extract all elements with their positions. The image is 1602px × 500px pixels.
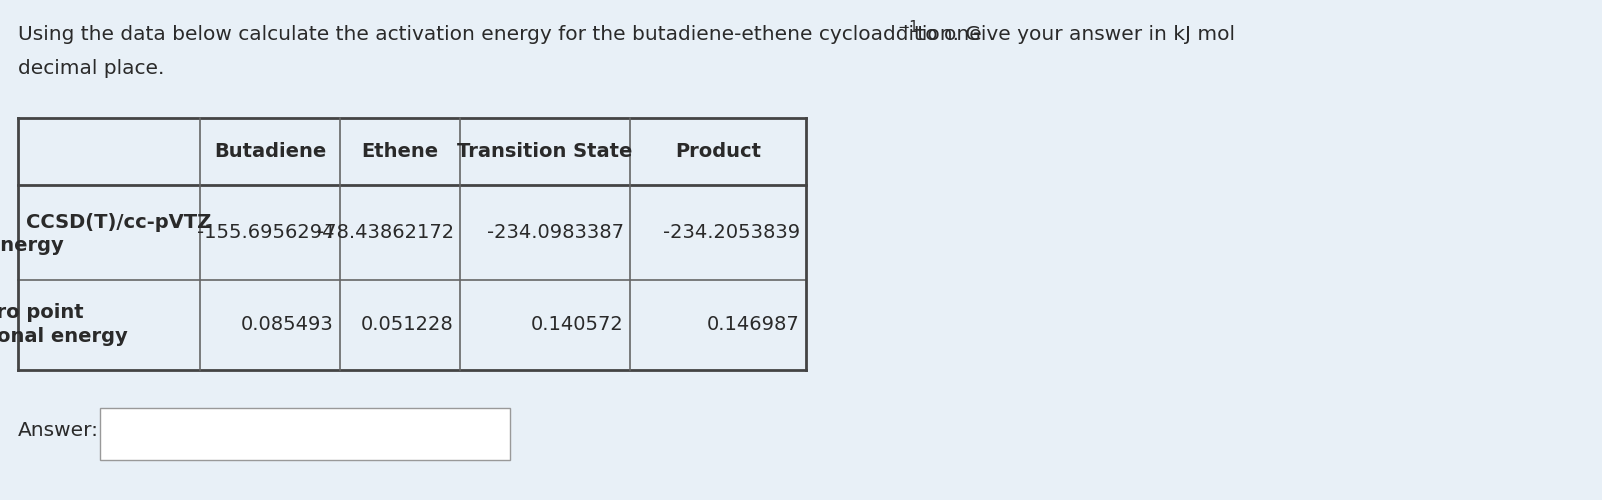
Text: -234.0983387: -234.0983387	[487, 223, 625, 242]
Text: vibrational energy: vibrational energy	[0, 328, 128, 346]
Text: CCSD(T)/cc-pVTZ: CCSD(T)/cc-pVTZ	[26, 213, 211, 232]
Text: decimal place.: decimal place.	[18, 58, 165, 78]
Text: Zero point: Zero point	[0, 304, 83, 322]
Bar	[18, 118, 806, 370]
Text: Energy: Energy	[0, 236, 64, 255]
Text: 0.085493: 0.085493	[242, 316, 333, 334]
Text: -155.6956294: -155.6956294	[197, 223, 333, 242]
Text: Butadiene: Butadiene	[215, 142, 327, 161]
Text: 0.051228: 0.051228	[360, 316, 453, 334]
Text: -234.2053839: -234.2053839	[663, 223, 799, 242]
Text: Answer:: Answer:	[18, 420, 99, 440]
Text: -78.43862172: -78.43862172	[317, 223, 453, 242]
FancyBboxPatch shape	[99, 408, 509, 460]
Text: Ethene: Ethene	[362, 142, 439, 161]
Text: Product: Product	[674, 142, 761, 161]
Text: to one: to one	[912, 26, 982, 44]
Text: −1: −1	[897, 20, 918, 36]
Text: 0.146987: 0.146987	[706, 316, 799, 334]
Text: Using the data below calculate the activation energy for the butadiene-ethene cy: Using the data below calculate the activ…	[18, 26, 1235, 44]
Text: Transition State: Transition State	[457, 142, 633, 161]
Text: 0.140572: 0.140572	[532, 316, 625, 334]
